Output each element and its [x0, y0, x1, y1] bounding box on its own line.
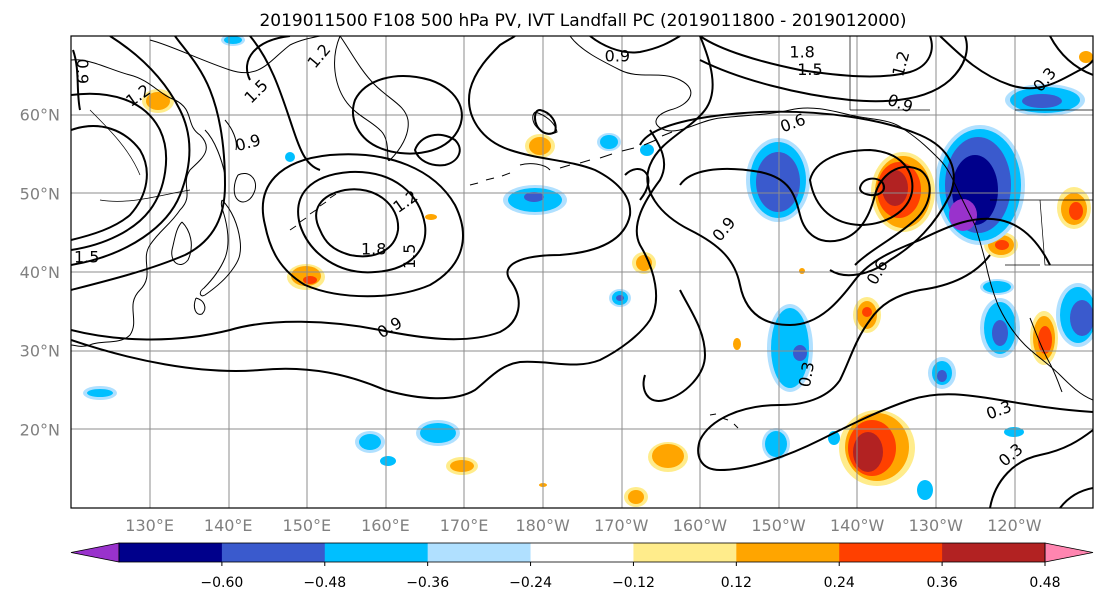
- colorbar-tick-label: −0.12: [612, 575, 655, 591]
- colorbar-segment: [324, 543, 429, 562]
- lon-tick-label: 150°W: [751, 516, 806, 535]
- lon-tick-label: 140°E: [204, 516, 253, 535]
- lat-tick-label: 40°N: [20, 263, 60, 282]
- contour-label: 1.5: [797, 60, 822, 79]
- lon-tick-label: 150°E: [283, 516, 332, 535]
- colorbar-tick-label: −0.24: [509, 575, 552, 591]
- contour-label: 1.8: [789, 43, 814, 62]
- longitude-tick-labels: 130°E 140°E 150°E 160°E 170°E 180°W 170°W 160°W…: [125, 516, 1041, 535]
- colorbar-segment: [427, 543, 532, 562]
- colorbar-tick-label: −0.48: [303, 575, 346, 591]
- lat-tick-label: 50°N: [20, 184, 60, 203]
- lat-tick-label: 30°N: [20, 342, 60, 361]
- contour-label: 1.8: [361, 239, 386, 258]
- lat-tick-label: 20°N: [20, 420, 60, 439]
- colorbar-over-extension: [1044, 542, 1094, 563]
- lon-tick-label: 170°W: [594, 516, 649, 535]
- lon-tick-label: 170°E: [440, 516, 489, 535]
- colorbar-segment: [221, 543, 326, 562]
- colorbar-segment: [530, 543, 634, 562]
- colorbar-tick-label: 0.36: [927, 575, 958, 591]
- gridlines: [71, 36, 1093, 508]
- map-frame: [70, 35, 1094, 509]
- colorbar-segment: [839, 543, 943, 562]
- pv-contours: [71, 36, 1093, 508]
- contour-label: 1.5: [74, 247, 99, 266]
- colorbar-tick-label: 0.12: [721, 575, 752, 591]
- lon-tick-label: 140°W: [830, 516, 885, 535]
- colorbar-tick-label: −0.60: [200, 575, 243, 591]
- colorbar: −0.60 −0.48 −0.36 −0.24 −0.12 0.12 0.24 0.36 0.4…: [70, 542, 1094, 591]
- contour-label: 1.5: [400, 244, 419, 269]
- pc-shading: [83, 36, 1093, 507]
- map-panel: 0.91.2 1.51.20.91.51.21.8 1.50.90.9 1.81.5 1…: [71, 36, 1093, 508]
- lon-tick-label: 130°W: [909, 516, 964, 535]
- lon-tick-label: 120°W: [987, 516, 1042, 535]
- colorbar-tick-label: 0.24: [824, 575, 855, 591]
- colorbar-under-extension: [70, 542, 120, 563]
- contour-label: 0.9: [605, 47, 630, 66]
- lon-tick-label: 180°W: [516, 516, 571, 535]
- contour-label: 0.9: [73, 59, 92, 84]
- colorbar-tick-label: −0.36: [406, 575, 449, 591]
- coastlines: [71, 36, 1093, 429]
- contour-label: 0.3: [795, 360, 818, 388]
- lon-tick-label: 130°E: [125, 516, 174, 535]
- colorbar-segment: [942, 543, 1046, 562]
- lon-tick-label: 160°E: [361, 516, 410, 535]
- lon-tick-label: 160°W: [673, 516, 728, 535]
- colorbar-segment: [119, 543, 223, 562]
- colorbar-segment: [633, 543, 737, 562]
- negative-anomaly-patches: [83, 36, 1093, 500]
- colorbar-segment: [736, 543, 840, 562]
- map-title: 2019011500 F108 500 hPa PV, IVT Landfall…: [259, 11, 906, 31]
- latitude-tick-labels: 60°N 50°N 40°N 30°N 20°N: [20, 106, 60, 440]
- colorbar-tick-label: 0.48: [1029, 575, 1060, 591]
- lat-tick-label: 60°N: [20, 106, 60, 125]
